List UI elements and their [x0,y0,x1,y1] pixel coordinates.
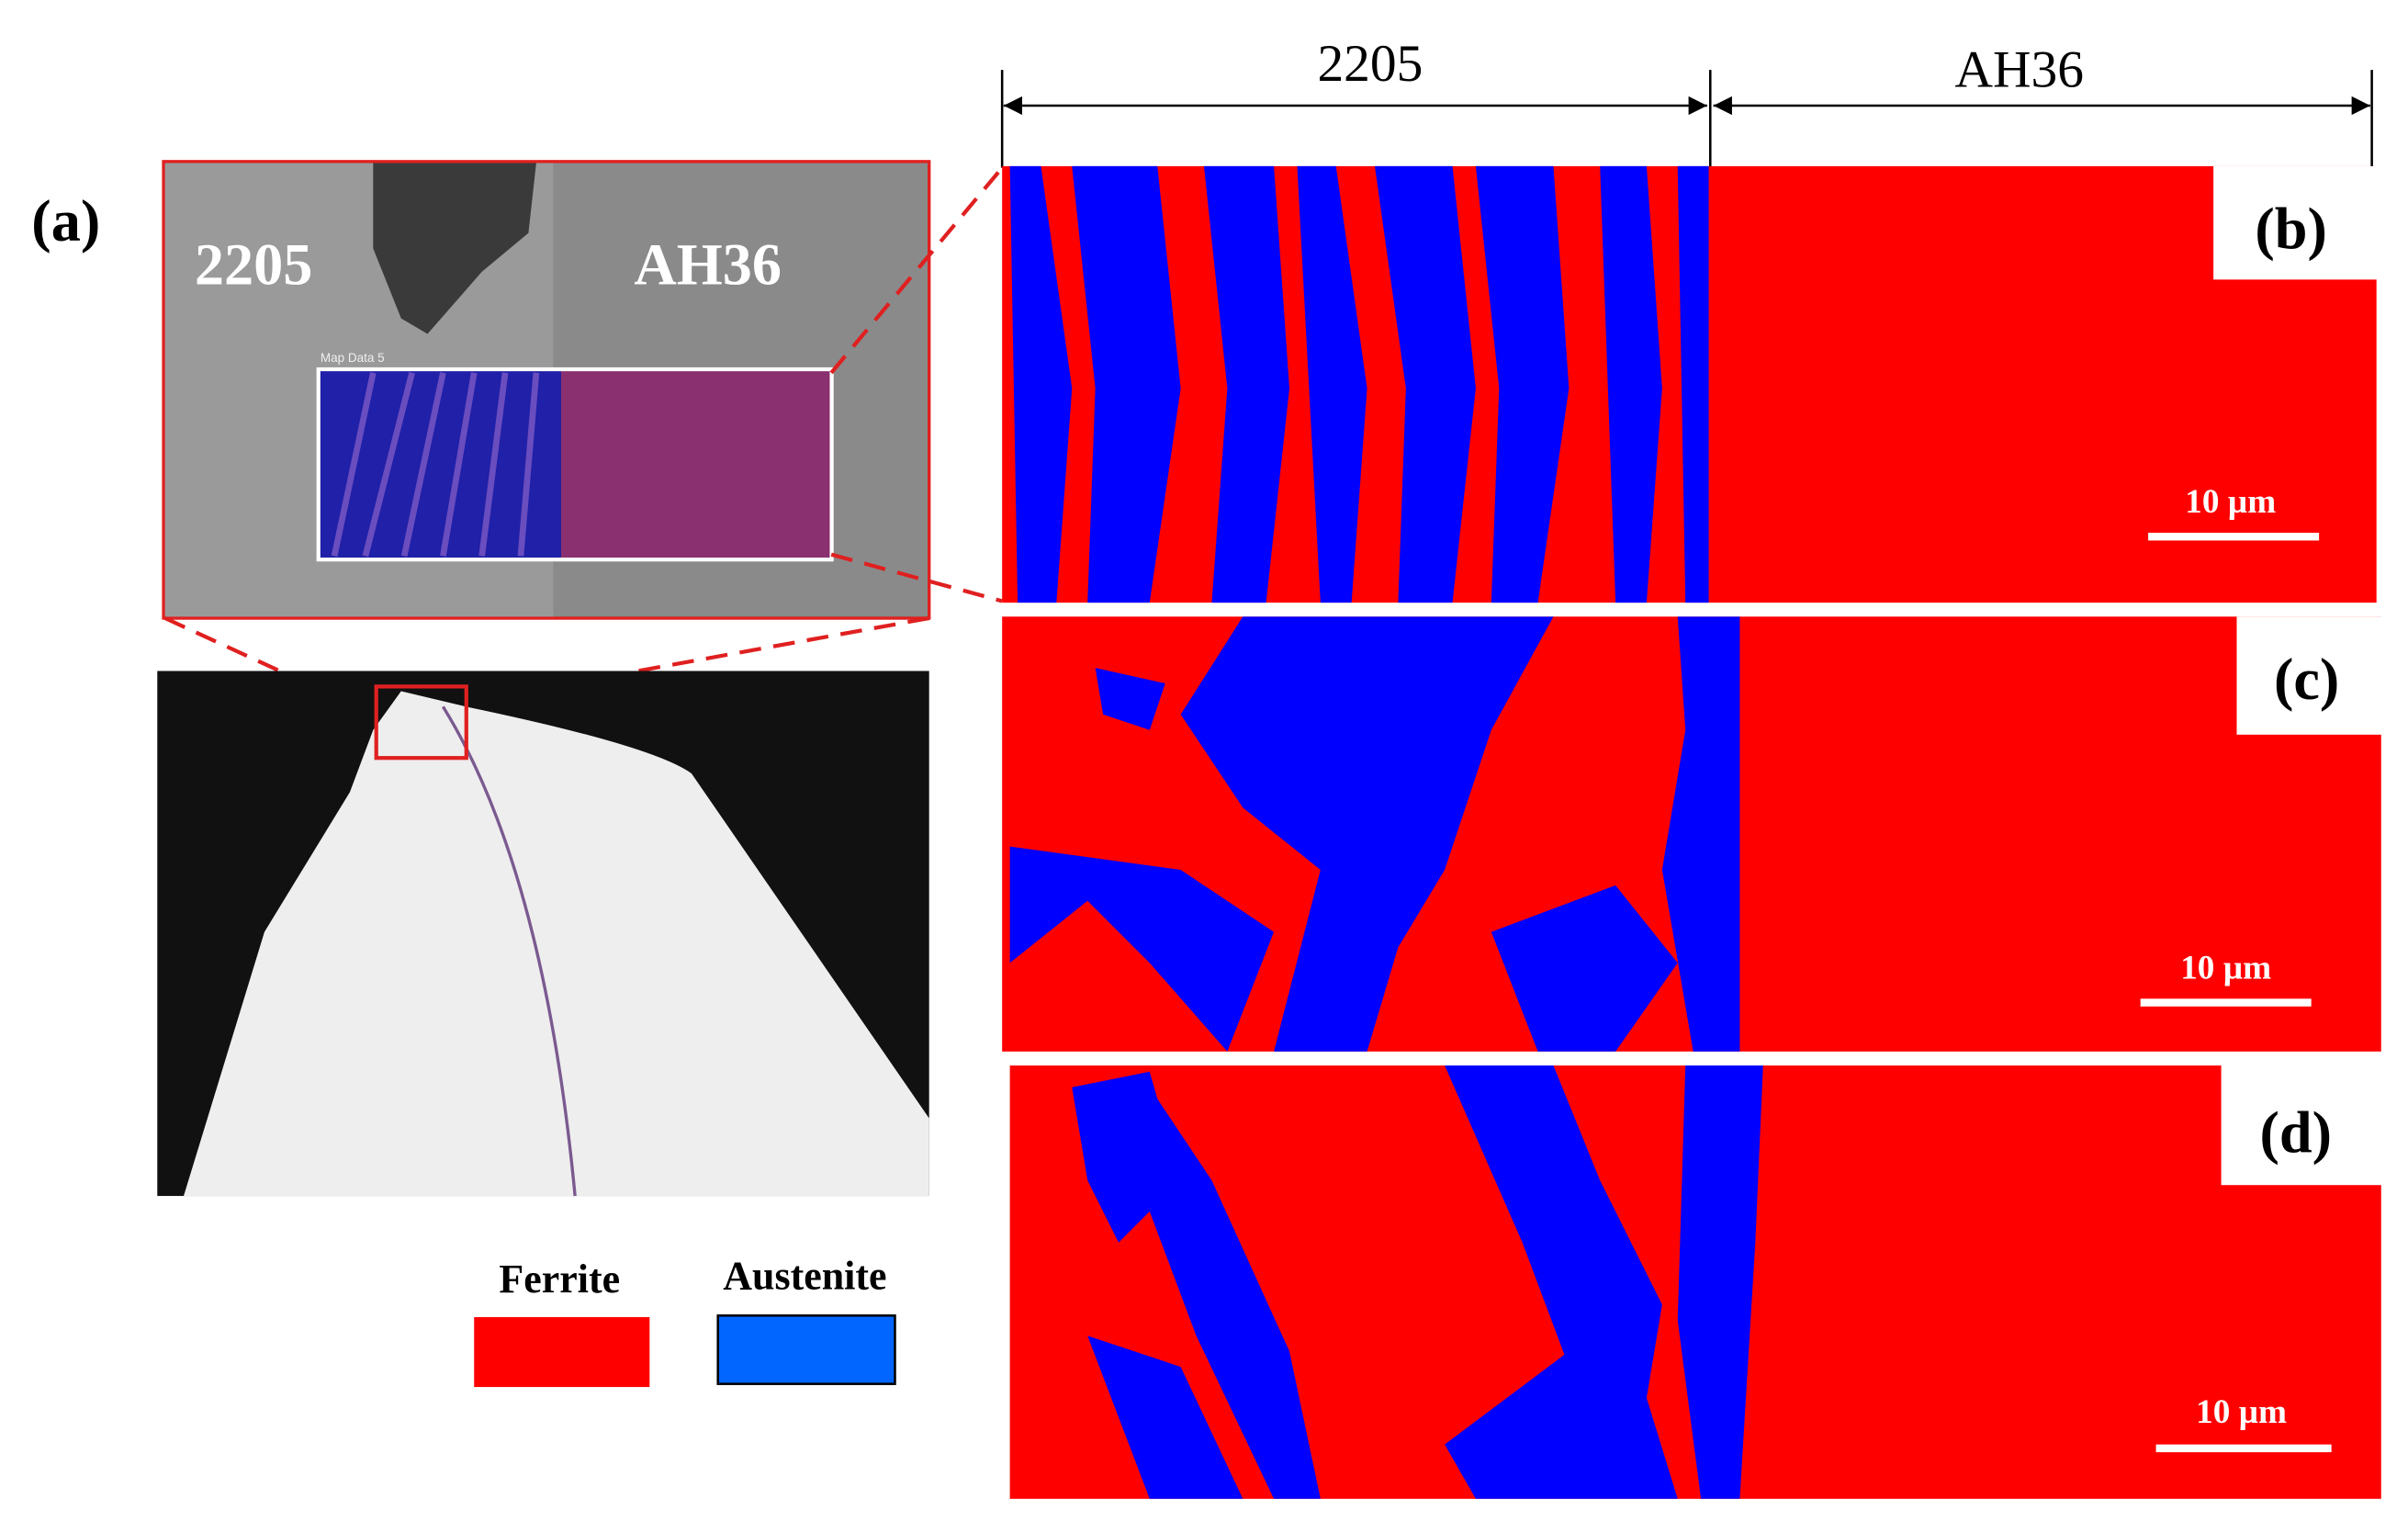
legend-label: Austenite [723,1254,886,1299]
panel-label: (c) [2274,647,2339,712]
scale-bar [2140,998,2312,1007]
panel-label: (b) [2255,197,2327,262]
sem-void [373,163,536,334]
map-label: Map Data 5 [321,351,385,365]
scale-bar-label: 10 µm [2196,1393,2287,1431]
scale-bar [2155,1444,2332,1453]
notch [2221,1065,2383,1186]
header-right: AH36 [1955,41,2085,99]
scale-bar-label: 10 µm [2180,949,2271,986]
panel-label: (a) [31,188,100,254]
notch [2236,616,2383,735]
scale-bar [2148,533,2320,541]
phase-map [1002,616,2383,1052]
sem-right-label: AH36 [634,231,782,297]
panel-label: (d) [2259,1100,2332,1166]
header [1000,70,2373,168]
weld-bead [184,691,929,1197]
phase-map [1002,165,2379,603]
zoom-box [374,684,468,761]
austenite-grains [1009,616,1740,1052]
legend-swatch [474,1316,650,1388]
austenite-grains [1009,165,1709,603]
legend-label: Ferrite [499,1257,620,1302]
scale-bar-label: 10 µm [2185,483,2276,521]
map-right [560,371,830,558]
header-left: 2205 [1317,35,1423,93]
map-stripes [331,372,540,558]
sem-left-label: 2205 [195,231,313,297]
notch [2213,165,2379,280]
phase-map [1009,1065,2383,1499]
fusion-line [441,705,577,1197]
austenite-grains [1072,1065,1763,1499]
legend-swatch [716,1313,896,1385]
